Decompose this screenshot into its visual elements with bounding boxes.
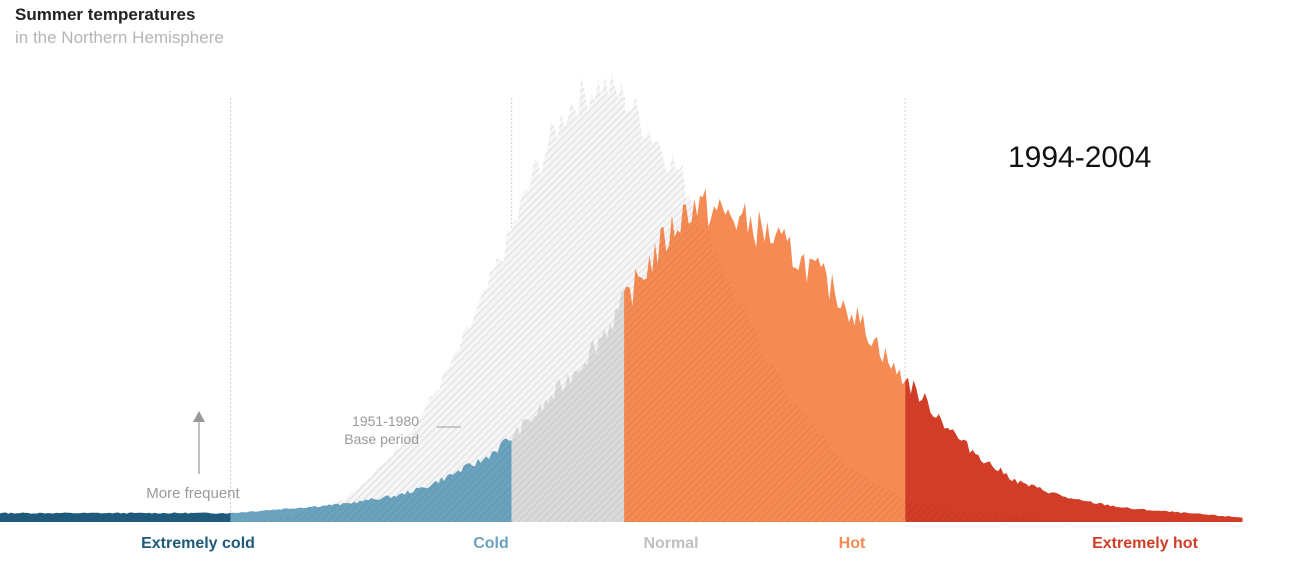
category-label-cold: Cold [473, 535, 509, 552]
area-extremely-cold [0, 512, 231, 522]
chart-title: Summer temperatures [15, 5, 196, 24]
area-extremely-hot [905, 377, 1243, 522]
category-label-hot: Hot [839, 535, 866, 552]
arrow-up-icon [193, 411, 205, 422]
more-frequent-label: More frequent [146, 485, 240, 502]
period-label: 1994-2004 [1008, 141, 1151, 174]
category-label-extremely-hot: Extremely hot [1092, 535, 1198, 552]
base-period-year-label: 1951-1980 [352, 413, 419, 429]
chart-subtitle: in the Northern Hemisphere [15, 28, 224, 47]
category-label-extremely-cold: Extremely cold [141, 535, 255, 552]
base-period-label: Base period [344, 431, 419, 447]
category-label-normal: Normal [643, 535, 698, 552]
